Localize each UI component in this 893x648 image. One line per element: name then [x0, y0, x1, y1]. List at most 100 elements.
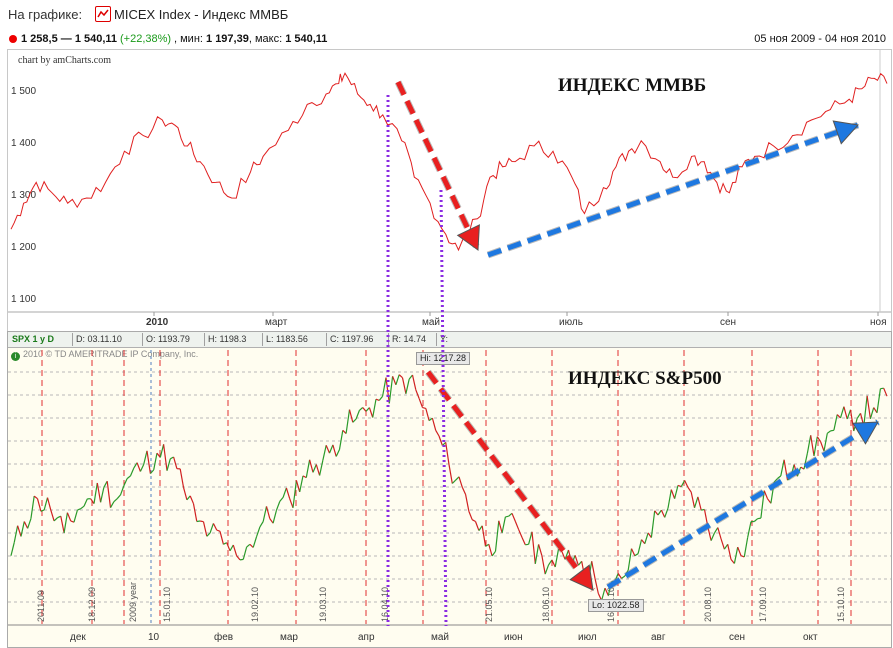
spx-price-segment	[621, 575, 626, 579]
chart-credit: chart by amCharts.com	[18, 55, 112, 66]
spx-price-segment	[743, 537, 749, 558]
spx-price-segment	[843, 406, 848, 420]
spx-price-segment	[23, 521, 29, 529]
spx-price-segment	[478, 525, 483, 531]
line-chart-icon[interactable]	[95, 6, 111, 22]
spx-period-label: 19.02.10	[250, 587, 260, 622]
spx-price-segment	[73, 509, 78, 523]
spx-price-segment	[554, 548, 560, 568]
micex-y-tick: 1 500	[11, 86, 37, 97]
micex-annotation: ИНДЕКС ММВБ	[558, 75, 707, 96]
spx-price-segment	[252, 536, 258, 548]
info-icon[interactable]: i	[11, 352, 20, 361]
spx-price-segment	[106, 481, 112, 508]
spx-price-segment	[325, 445, 331, 454]
change-percent: (+22,38%)	[120, 33, 172, 45]
spx-price-segment	[116, 494, 121, 500]
spx-price-segment	[100, 487, 105, 503]
spx-price-segment	[30, 496, 35, 519]
spx-price-segment	[777, 475, 782, 479]
spx-price-segment	[166, 458, 171, 471]
spx-price-segment	[46, 497, 52, 511]
spx-price-segment	[365, 407, 370, 412]
micex-plot	[8, 50, 891, 316]
spx-price-segment	[232, 544, 238, 556]
spx-symbol[interactable]: SPX 1 y D	[12, 334, 55, 344]
spx-r: R: 14.74	[392, 334, 427, 344]
spx-price-segment	[538, 544, 543, 556]
spx-price-segment	[577, 560, 583, 566]
spx-price-segment	[332, 444, 337, 457]
micex-x-tick: 2010	[146, 317, 169, 328]
spx-price-segment	[163, 444, 168, 471]
chart-title[interactable]: MICEX Index - Индекс ММВБ	[114, 7, 289, 22]
date-period: 05 ноя 2009 - 04 ноя 2010	[754, 33, 886, 45]
spx-price-segment	[143, 450, 148, 465]
spx-price-segment	[677, 484, 682, 488]
spx-price-segment	[43, 497, 49, 511]
spx-price-segment	[259, 521, 264, 528]
info-separator	[326, 333, 327, 346]
spx-price-segment	[262, 506, 268, 522]
spx-price-segment	[684, 480, 689, 488]
spx-price-segment	[80, 505, 85, 510]
spx-price-segment	[309, 459, 314, 473]
spx-price-segment	[534, 544, 540, 564]
spx-price-segment	[425, 408, 430, 421]
micex-chart-panel: chart by amCharts.com 1 500 1 400 1 300 1 2…	[7, 49, 892, 334]
spx-price-segment	[604, 587, 609, 596]
micex-red-arrow-shaft	[395, 80, 481, 252]
spx-price-segment	[209, 523, 214, 534]
spx-price-segment	[697, 496, 702, 511]
spx-price-segment	[422, 407, 426, 409]
spx-chart-panel: SPX 1 y D D: 03.11.10 O: 1193.79 H: 1198…	[7, 331, 892, 648]
spx-price-segment	[717, 527, 722, 540]
spx-price-segment	[10, 542, 15, 556]
spx-price-segment	[710, 532, 716, 541]
info-separator	[142, 333, 143, 346]
spx-price-segment	[66, 512, 72, 522]
spx-blue-arrow-shaft	[606, 419, 880, 590]
spx-price-segment	[312, 464, 317, 473]
spx-price-segment	[664, 507, 669, 518]
spx-period-label: 18.12.09	[87, 587, 97, 622]
spx-price-segment	[880, 387, 884, 390]
spx-x-tick: сен	[729, 632, 746, 643]
spx-price-segment	[863, 395, 868, 427]
spx-blue-arrow-head	[852, 421, 879, 445]
spx-price-segment	[810, 435, 815, 456]
spx-price-segment	[322, 445, 327, 461]
spx-period-label: 15.01.10	[162, 587, 172, 622]
spx-price-segment	[192, 503, 198, 522]
spx-red-arrow-head	[569, 564, 594, 591]
spx-price-segment	[246, 543, 251, 548]
spx-price-segment	[129, 467, 135, 477]
spx-price-segment	[458, 476, 463, 488]
spx-price-segment	[657, 509, 662, 516]
spx-date: D: 03.11.10	[76, 334, 122, 344]
spx-price-segment	[514, 521, 520, 530]
range-value: 1 258,5 — 1 540,11	[21, 33, 118, 45]
spx-price-segment	[335, 449, 341, 457]
spx-price-segment	[63, 512, 68, 533]
spx-price-segment	[319, 459, 324, 476]
spx-price-segment	[93, 482, 98, 504]
spx-price-segment	[123, 478, 128, 487]
spx-price-segment	[388, 376, 394, 404]
spx-price-segment	[133, 462, 138, 469]
spx-price-segment	[680, 480, 686, 487]
spx-price-segment	[275, 501, 281, 511]
spx-price-segment	[780, 459, 785, 477]
spx-price-segment	[242, 546, 248, 560]
spx-period-label: 20.08.10	[703, 587, 713, 622]
spx-price-segment	[687, 486, 692, 493]
spx-price-segment	[481, 525, 487, 547]
spx-price-segment	[136, 462, 141, 472]
spx-price-segment	[531, 531, 536, 564]
spx-plot: 2011.09 18.12.09 2009 year 15.01.10 19.02.10…	[8, 350, 891, 626]
spx-price-segment	[544, 564, 550, 575]
micex-blue-arrow-head	[832, 120, 859, 145]
spx-period-label: 21.05.10	[484, 587, 494, 622]
spx-price-segment	[498, 520, 503, 534]
spx-price-segment	[637, 539, 643, 554]
